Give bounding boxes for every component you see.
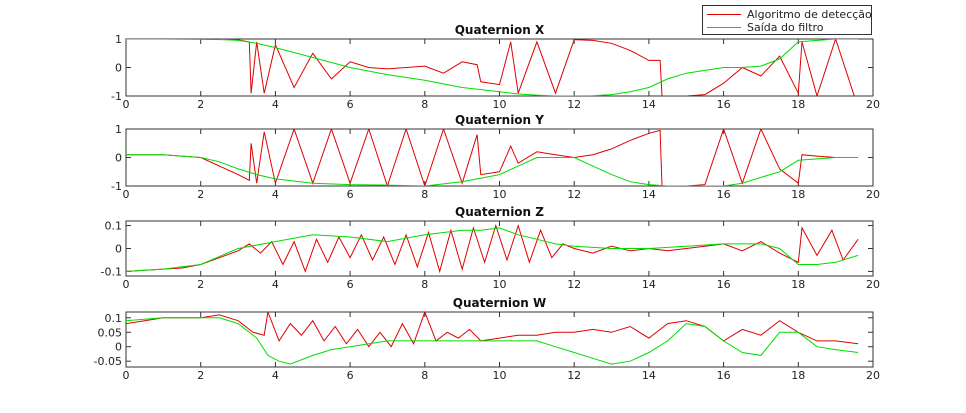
x-tick-label: 14 <box>642 188 656 201</box>
x-tick-label: 18 <box>791 369 805 382</box>
x-tick-label: 14 <box>642 98 656 111</box>
x-tick-label: 8 <box>421 278 428 291</box>
legend-line-filter <box>707 27 741 28</box>
x-tick-label: 10 <box>493 98 507 111</box>
x-tick-label: 2 <box>197 98 204 111</box>
x-tick-label: 20 <box>866 278 880 291</box>
x-tick-label: 12 <box>567 369 581 382</box>
x-tick-label: 0 <box>123 369 130 382</box>
subplot-2: Quaternion Y0 2 4 6 8 10 12 14 16 18 20-101 <box>111 113 880 201</box>
subplot-4: Quaternion W 0 2 4 6 8 10 12 14 16 18 20 -0.050 0.050… <box>94 296 880 382</box>
y-tick-label: 1 <box>115 33 122 46</box>
y-tick-label: -1 <box>111 90 122 103</box>
x-tick-label: 18 <box>791 98 805 111</box>
legend-line-detection <box>707 14 741 15</box>
subplot-title: Quaternion X <box>455 23 545 37</box>
x-tick-label: 18 <box>791 188 805 201</box>
legend-label-filter: Saída do filtro <box>747 21 824 34</box>
x-tick-label: 10 <box>493 188 507 201</box>
legend-label-detection: Algoritmo de detecção <box>747 8 872 21</box>
subplot-3: Quaternion Z0 2 4 6 8 10 12 14 16 18 20-0.100.1 <box>101 205 880 291</box>
x-tick-label: 4 <box>272 369 279 382</box>
x-tick-label: 4 <box>272 188 279 201</box>
legend: Algoritmo de detecção Saída do filtro <box>702 5 872 35</box>
x-tick-label: 6 <box>347 369 354 382</box>
x-tick-label: 18 <box>791 278 805 291</box>
y-tick-label: 0.1 <box>105 220 123 233</box>
x-tick-label: 12 <box>567 188 581 201</box>
y-tick-label: 0 <box>115 152 122 165</box>
x-tick-label: 2 <box>197 188 204 201</box>
x-tick-label: 10 <box>493 278 507 291</box>
y-tick-label: 0.1 <box>105 312 123 325</box>
subplot-title: Quaternion Y <box>455 113 544 127</box>
x-tick-label: 20 <box>866 188 880 201</box>
x-tick-label: 4 <box>272 278 279 291</box>
y-tick-label: -0.1 <box>101 265 122 278</box>
x-tick-label: 14 <box>642 369 656 382</box>
legend-item-filter: Saída do filtro <box>707 21 824 34</box>
y-tick-label: 0 <box>115 341 122 354</box>
x-tick-label: 16 <box>717 98 731 111</box>
x-tick-label: 12 <box>567 278 581 291</box>
y-tick-label: 0 <box>115 243 122 256</box>
y-tick-label: 1 <box>115 123 122 136</box>
subplot-1: Quaternion X0 2 4 6 8 10 12 14 16 18 20-101 <box>111 23 880 111</box>
x-tick-label: 4 <box>272 98 279 111</box>
x-tick-label: 12 <box>567 98 581 111</box>
x-tick-label: 20 <box>866 369 880 382</box>
x-tick-label: 0 <box>123 278 130 291</box>
x-tick-label: 8 <box>421 98 428 111</box>
x-tick-label: 8 <box>421 369 428 382</box>
subplot-title: Quaternion Z <box>455 205 544 219</box>
x-tick-label: 14 <box>642 278 656 291</box>
y-tick-label: -0.05 <box>94 355 122 368</box>
x-tick-label: 20 <box>866 98 880 111</box>
x-tick-label: 16 <box>717 188 731 201</box>
axes-box <box>126 39 873 96</box>
x-tick-label: 6 <box>347 278 354 291</box>
x-tick-label: 6 <box>347 188 354 201</box>
x-tick-label: 2 <box>197 278 204 291</box>
legend-item-detection: Algoritmo de detecção <box>707 8 872 21</box>
x-tick-label: 16 <box>717 278 731 291</box>
x-tick-label: 0 <box>123 98 130 111</box>
y-tick-label: 0 <box>115 62 122 75</box>
x-tick-label: 8 <box>421 188 428 201</box>
x-tick-label: 16 <box>717 369 731 382</box>
subplot-title: Quaternion W <box>453 296 547 310</box>
y-tick-label: 0.05 <box>98 326 123 339</box>
x-tick-label: 0 <box>123 188 130 201</box>
y-tick-label: -1 <box>111 180 122 193</box>
x-tick-label: 10 <box>493 369 507 382</box>
x-tick-label: 6 <box>347 98 354 111</box>
x-tick-label: 2 <box>197 369 204 382</box>
